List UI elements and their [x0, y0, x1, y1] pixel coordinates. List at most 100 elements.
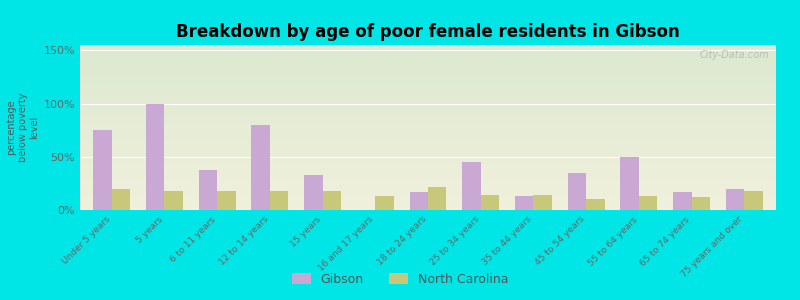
- Bar: [80, 182, 776, 184]
- Bar: [80, 169, 776, 170]
- Bar: [80, 94, 776, 96]
- Bar: [80, 118, 776, 119]
- Bar: [251, 125, 270, 210]
- Bar: [80, 195, 776, 197]
- Bar: [80, 175, 776, 177]
- Bar: [80, 81, 776, 83]
- Bar: [80, 164, 776, 165]
- Bar: [80, 202, 776, 203]
- Bar: [80, 167, 776, 169]
- Bar: [692, 197, 710, 210]
- Bar: [80, 147, 776, 149]
- Bar: [80, 194, 776, 195]
- Bar: [270, 191, 288, 210]
- Bar: [80, 162, 776, 164]
- Bar: [80, 52, 776, 53]
- Bar: [80, 55, 776, 56]
- Bar: [80, 58, 776, 60]
- Bar: [146, 103, 164, 210]
- Bar: [80, 149, 776, 151]
- Bar: [80, 104, 776, 106]
- Bar: [80, 122, 776, 124]
- Bar: [80, 60, 776, 61]
- Bar: [80, 80, 776, 81]
- Bar: [80, 192, 776, 194]
- Bar: [80, 112, 776, 114]
- Bar: [80, 96, 776, 98]
- Bar: [80, 108, 776, 109]
- Bar: [515, 196, 534, 210]
- Bar: [375, 196, 394, 210]
- Bar: [80, 154, 776, 155]
- Bar: [462, 162, 481, 210]
- Bar: [322, 191, 341, 210]
- Bar: [80, 85, 776, 86]
- Bar: [80, 177, 776, 178]
- Bar: [80, 172, 776, 174]
- Bar: [80, 50, 776, 52]
- Legend: Gibson, North Carolina: Gibson, North Carolina: [287, 268, 513, 291]
- Bar: [217, 191, 235, 210]
- Bar: [80, 88, 776, 89]
- Bar: [80, 165, 776, 167]
- Bar: [80, 86, 776, 88]
- Bar: [80, 48, 776, 50]
- Bar: [534, 195, 552, 210]
- Bar: [80, 146, 776, 147]
- Bar: [428, 187, 446, 210]
- Bar: [80, 139, 776, 141]
- Bar: [80, 178, 776, 180]
- Bar: [80, 63, 776, 65]
- Bar: [80, 114, 776, 116]
- Bar: [80, 91, 776, 93]
- Bar: [80, 126, 776, 128]
- Bar: [80, 187, 776, 188]
- Bar: [80, 131, 776, 132]
- Bar: [198, 169, 217, 210]
- Bar: [80, 155, 776, 157]
- Bar: [80, 203, 776, 205]
- Text: City-Data.com: City-Data.com: [699, 50, 769, 60]
- Bar: [80, 160, 776, 162]
- Bar: [80, 188, 776, 190]
- Bar: [80, 75, 776, 76]
- Bar: [80, 144, 776, 146]
- Y-axis label: percentage
below poverty
level: percentage below poverty level: [6, 93, 39, 162]
- Bar: [80, 121, 776, 122]
- Bar: [80, 109, 776, 111]
- Bar: [80, 56, 776, 58]
- Bar: [80, 141, 776, 142]
- Bar: [80, 99, 776, 101]
- Bar: [80, 46, 776, 48]
- Bar: [80, 174, 776, 175]
- Bar: [80, 197, 776, 199]
- Bar: [80, 111, 776, 112]
- Bar: [80, 129, 776, 131]
- Bar: [304, 175, 322, 210]
- Bar: [80, 128, 776, 129]
- Bar: [80, 170, 776, 172]
- Bar: [80, 142, 776, 144]
- Bar: [80, 152, 776, 154]
- Bar: [80, 65, 776, 66]
- Bar: [80, 53, 776, 55]
- Bar: [80, 184, 776, 185]
- Bar: [80, 70, 776, 71]
- Bar: [621, 157, 639, 210]
- Bar: [80, 137, 776, 139]
- Bar: [80, 180, 776, 182]
- Bar: [80, 66, 776, 68]
- Bar: [80, 61, 776, 63]
- Bar: [112, 189, 130, 210]
- Bar: [93, 130, 112, 210]
- Bar: [726, 189, 744, 210]
- Bar: [80, 136, 776, 137]
- Bar: [80, 73, 776, 75]
- Bar: [80, 124, 776, 126]
- Title: Breakdown by age of poor female residents in Gibson: Breakdown by age of poor female resident…: [176, 23, 680, 41]
- Bar: [80, 98, 776, 99]
- Bar: [568, 173, 586, 210]
- Bar: [481, 195, 499, 210]
- Bar: [80, 93, 776, 94]
- Bar: [80, 89, 776, 91]
